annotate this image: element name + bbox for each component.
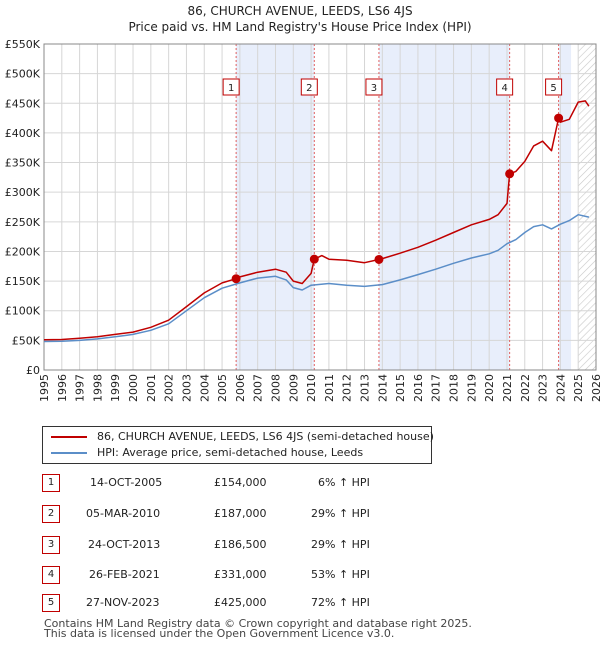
x-tick-label: 2026 xyxy=(590,374,600,402)
price-chart: 86, CHURCH AVENUE, LEEDS, LS6 4JS Price p… xyxy=(5,4,600,402)
series-line-property xyxy=(43,100,590,341)
x-tick-label: 2025 xyxy=(572,374,585,402)
y-tick-label: £400K xyxy=(5,127,41,140)
x-tick-label: 2005 xyxy=(216,374,229,402)
legend-item-hpi: HPI: Average price, semi-detached house,… xyxy=(51,445,363,461)
x-tick-label: 2012 xyxy=(341,374,354,402)
sale-date: 14-OCT-2005 xyxy=(90,476,163,489)
footer-licence: This data is licensed under the Open Gov… xyxy=(44,627,395,640)
sale-hpi: 72% ↑ HPI xyxy=(311,596,370,609)
chart-subtitle: Price paid vs. HM Land Registry's House … xyxy=(128,20,471,34)
x-tick-label: 2024 xyxy=(554,374,567,402)
x-tick-label: 2015 xyxy=(394,374,407,402)
sale-label-box xyxy=(222,78,240,96)
sale-badge: 1 xyxy=(42,474,60,492)
x-tick-label: 2023 xyxy=(537,374,550,402)
x-tick-label: 2001 xyxy=(145,374,158,402)
footer-note: Contains HM Land Registry data © Crown c… xyxy=(44,617,472,640)
x-tick-label: 2003 xyxy=(180,374,193,402)
x-tick-label: 2009 xyxy=(287,374,300,402)
sale-point xyxy=(231,274,241,284)
x-tick-label: 2007 xyxy=(252,374,265,402)
x-tick-label: 2002 xyxy=(163,374,176,402)
legend-item-property: 86, CHURCH AVENUE, LEEDS, LS6 4JS (semi-… xyxy=(51,429,434,445)
x-tick-label: 2019 xyxy=(465,374,478,402)
y-tick-label: £350K xyxy=(5,157,41,170)
shaded-period xyxy=(558,44,572,370)
x-tick-label: 2000 xyxy=(127,374,140,402)
sale-hpi: 29% ↑ HPI xyxy=(311,507,370,520)
x-tick-label: 2004 xyxy=(198,374,211,402)
series-line-hpi xyxy=(43,213,590,343)
x-tick-label: 2010 xyxy=(305,374,318,402)
y-tick-label: £450K xyxy=(5,97,41,110)
sale-hpi: 6% ↑ HPI xyxy=(318,476,370,489)
sale-point xyxy=(554,113,564,123)
x-tick-label: 2022 xyxy=(519,374,532,402)
sale-badge: 3 xyxy=(42,536,60,554)
sale-price: £425,000 xyxy=(214,596,267,609)
sale-date: 24-OCT-2013 xyxy=(88,538,161,551)
sale-badge: 2 xyxy=(42,505,60,523)
sale-price: £187,000 xyxy=(214,507,267,520)
x-tick-label: 1995 xyxy=(38,374,51,402)
y-tick-label: £200K xyxy=(5,245,41,258)
sale-badge: 5 xyxy=(42,594,60,612)
sale-label-number: 3 xyxy=(371,83,377,94)
y-tick-label: £150K xyxy=(5,275,41,288)
sale-label-number: 2 xyxy=(306,83,312,94)
y-tick-label: £100K xyxy=(5,305,41,318)
plot-frame xyxy=(43,43,597,371)
sale-label-box xyxy=(300,78,318,96)
sale-label-number: 1 xyxy=(228,83,234,94)
x-tick-label: 2018 xyxy=(448,374,461,402)
x-tick-label: 1999 xyxy=(109,374,122,402)
sale-label-box xyxy=(365,78,383,96)
x-tick-label: 2016 xyxy=(412,374,425,402)
legend-swatch-property xyxy=(51,436,87,438)
y-tick-label: £500K xyxy=(5,68,41,81)
sale-label-number: 4 xyxy=(501,83,507,94)
sale-price: £154,000 xyxy=(214,476,267,489)
chart-legend: 86, CHURCH AVENUE, LEEDS, LS6 4JS (semi-… xyxy=(42,426,434,464)
y-tick-label: £50K xyxy=(12,334,41,347)
sale-badge: 4 xyxy=(42,566,60,584)
sale-label-number: 5 xyxy=(550,83,556,94)
x-tick-label: 2006 xyxy=(234,374,247,402)
sale-point xyxy=(309,254,319,264)
legend-label-property: 86, CHURCH AVENUE, LEEDS, LS6 4JS (semi-… xyxy=(97,430,434,443)
hatched-area xyxy=(578,44,596,370)
sale-date: 05-MAR-2010 xyxy=(86,507,161,520)
sale-price: £186,500 xyxy=(214,538,267,551)
legend-label-hpi: HPI: Average price, semi-detached house,… xyxy=(97,446,364,459)
x-tick-label: 2014 xyxy=(376,374,389,402)
sale-point xyxy=(374,254,384,264)
x-tick-label: 2008 xyxy=(269,374,282,402)
sale-date: 27-NOV-2023 xyxy=(86,596,160,609)
y-tick-label: £300K xyxy=(5,186,41,199)
y-tick-label: £550K xyxy=(5,38,41,51)
sale-point xyxy=(505,169,515,179)
plot-area xyxy=(44,44,596,370)
y-tick-label: £250K xyxy=(5,216,41,229)
x-tick-label: 2020 xyxy=(483,374,496,402)
legend-swatch-hpi xyxy=(51,452,87,454)
footer-copyright: Contains HM Land Registry data © Crown c… xyxy=(44,617,472,630)
sale-hpi: 53% ↑ HPI xyxy=(311,568,370,581)
chart-title: 86, CHURCH AVENUE, LEEDS, LS6 4JS xyxy=(187,4,412,18)
shaded-period xyxy=(378,44,510,370)
x-tick-label: 1996 xyxy=(56,374,69,402)
sale-label-box xyxy=(545,78,563,96)
x-tick-label: 2021 xyxy=(501,374,514,402)
x-tick-label: 2011 xyxy=(323,374,336,402)
x-tick-label: 2017 xyxy=(430,374,443,402)
sale-label-box xyxy=(496,78,514,96)
x-tick-label: 1997 xyxy=(74,374,87,402)
sale-price: £331,000 xyxy=(214,568,267,581)
y-tick-label: £0 xyxy=(26,364,40,377)
sale-hpi: 29% ↑ HPI xyxy=(311,538,370,551)
x-tick-label: 2013 xyxy=(359,374,372,402)
x-tick-label: 1998 xyxy=(91,374,104,402)
sale-date: 26-FEB-2021 xyxy=(89,568,160,581)
